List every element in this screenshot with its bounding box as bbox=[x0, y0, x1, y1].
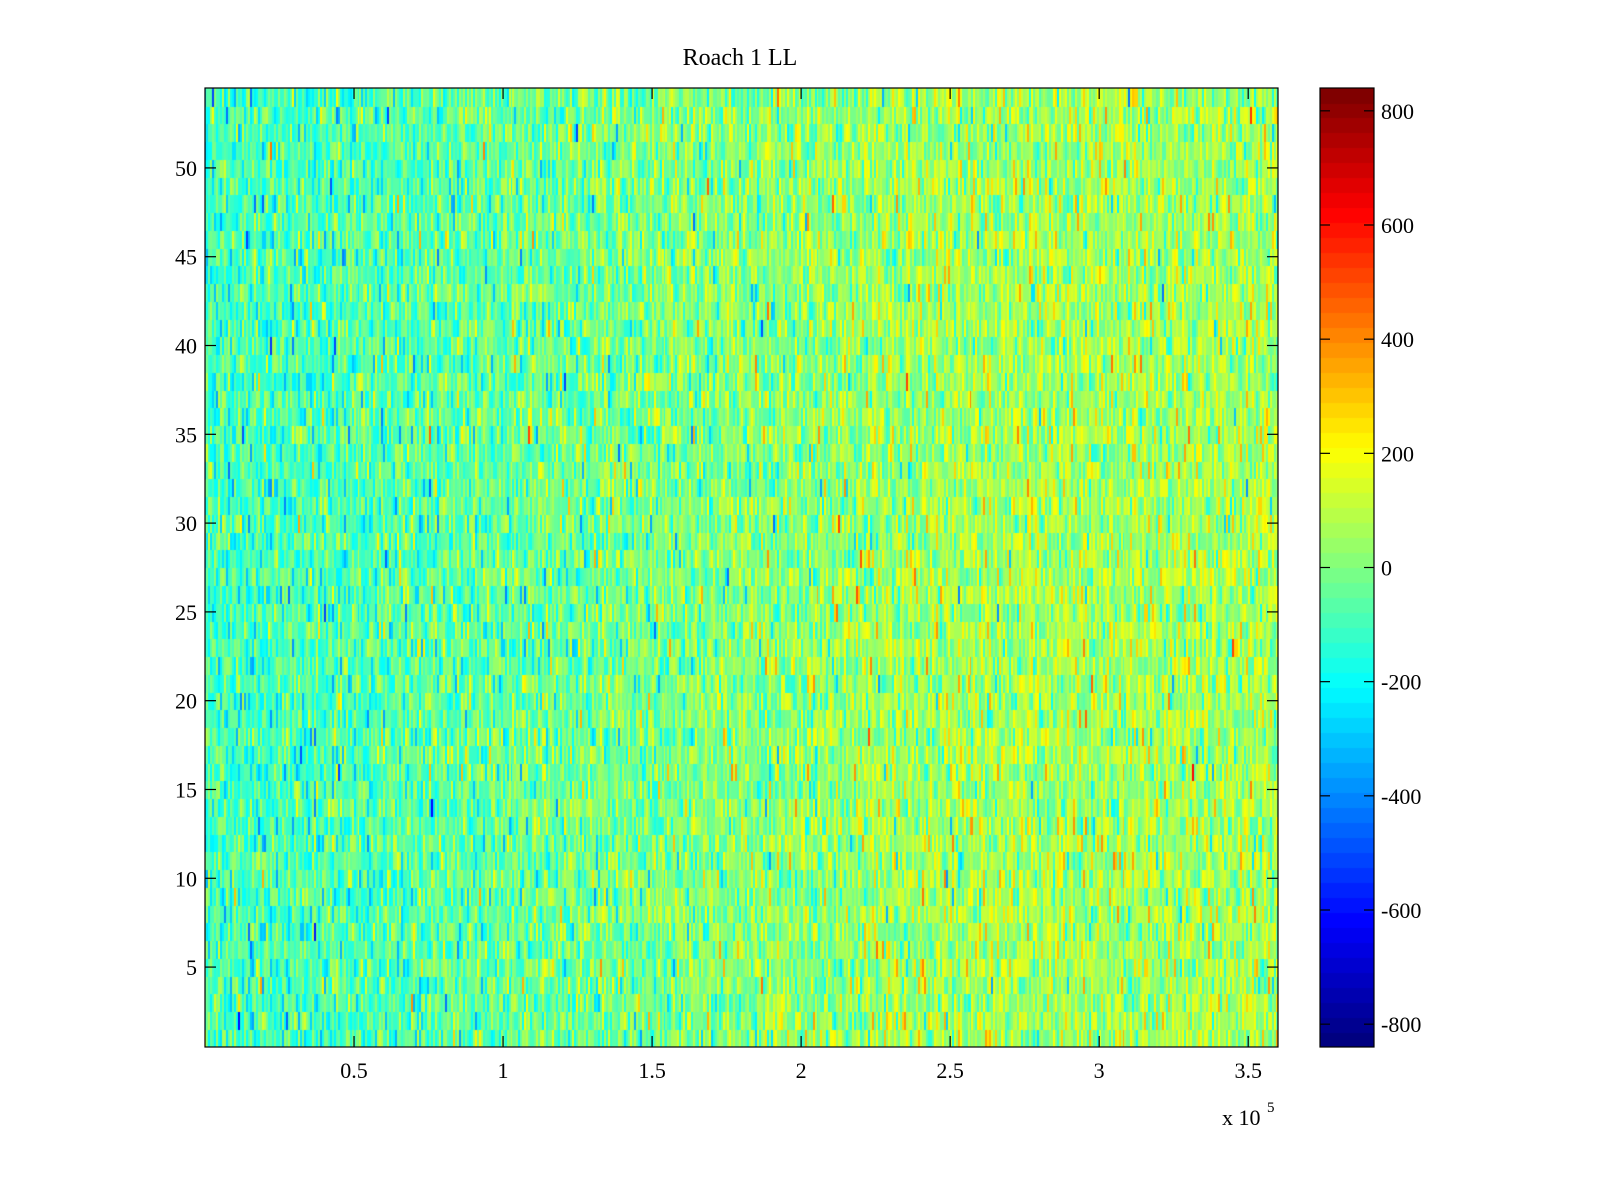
colorbar-tick-label: -400 bbox=[1381, 784, 1421, 809]
colorbar-tick-label: 600 bbox=[1381, 213, 1414, 238]
colorbar-tick-label: -200 bbox=[1381, 670, 1421, 695]
chart-title: Roach 1 LL bbox=[683, 45, 798, 71]
y-tick-label: 45 bbox=[175, 245, 197, 270]
y-axis: 5 10 15 20 25 30 35 40 45 50 bbox=[175, 156, 1278, 980]
colorbar-tick-label: 800 bbox=[1381, 99, 1414, 124]
colorbar-tick-label: 200 bbox=[1381, 441, 1414, 466]
heatmap-area bbox=[205, 88, 1278, 1047]
x-tick-label: 1 bbox=[498, 1058, 509, 1083]
colorbar-tick-label: 400 bbox=[1381, 327, 1414, 352]
x-tick-label: 2 bbox=[796, 1058, 807, 1083]
axes-box bbox=[204, 87, 1279, 1048]
y-tick-label: 5 bbox=[186, 955, 197, 980]
y-tick-label: 30 bbox=[175, 511, 197, 536]
x-tick-label: 2.5 bbox=[936, 1058, 964, 1083]
colorbar-tick-label: -600 bbox=[1381, 898, 1421, 923]
x-exponent: 5 bbox=[1267, 1100, 1275, 1116]
y-tick-label: 10 bbox=[175, 866, 197, 891]
colorbar-axis: 800 600 400 200 0 -200 -400 -600 -800 bbox=[1320, 99, 1421, 1037]
x-exponent-label: x 10 bbox=[1222, 1105, 1261, 1130]
x-tick-label: 3 bbox=[1094, 1058, 1105, 1083]
y-tick-label: 15 bbox=[175, 777, 197, 802]
colorbar-tick-label: -800 bbox=[1381, 1012, 1421, 1037]
y-tick-label: 35 bbox=[175, 422, 197, 447]
y-tick-label: 25 bbox=[175, 600, 197, 625]
x-tick-label: 3.5 bbox=[1234, 1058, 1262, 1083]
x-axis: 0.5 1 1.5 2 2.5 3 3.5 bbox=[340, 88, 1262, 1083]
y-tick-label: 20 bbox=[175, 689, 197, 714]
x-tick-label: 1.5 bbox=[638, 1058, 666, 1083]
heatmap-cells bbox=[205, 88, 1278, 1047]
colorbar-tick-label: 0 bbox=[1381, 556, 1392, 581]
y-tick-label: 50 bbox=[175, 156, 197, 181]
x-tick-label: 0.5 bbox=[340, 1058, 368, 1083]
y-tick-label: 40 bbox=[175, 334, 197, 359]
